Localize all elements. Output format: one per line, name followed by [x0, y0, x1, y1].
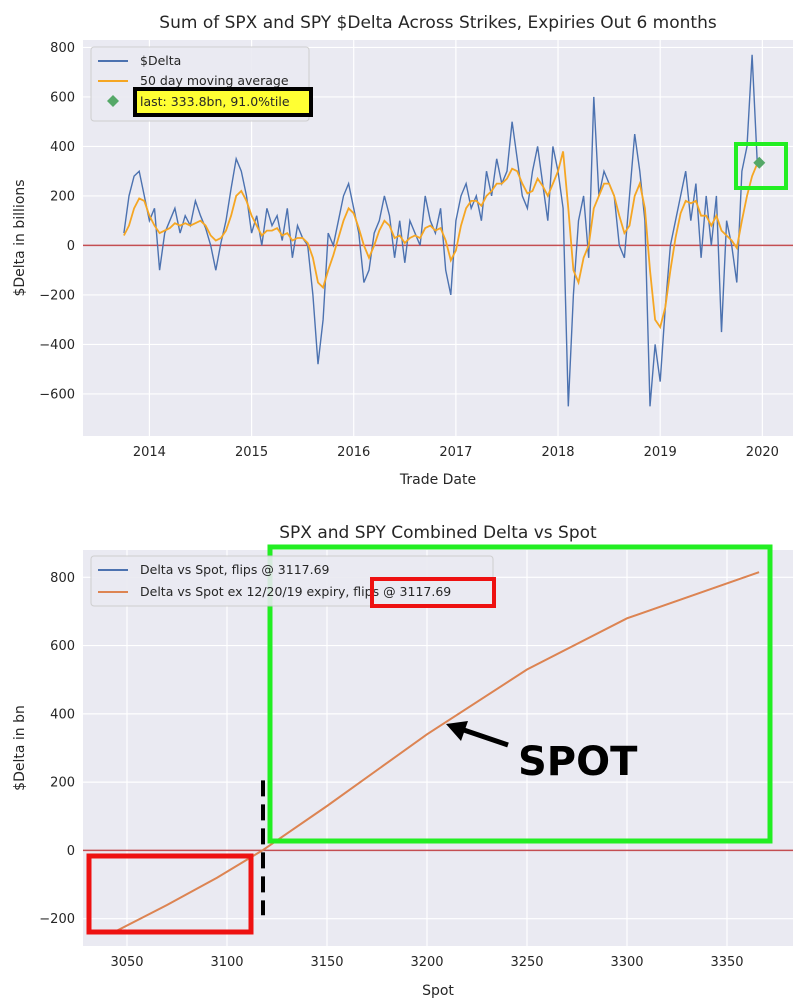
y-tick-label: −200 — [39, 912, 75, 927]
delta-vs-spot-chart: SPX and SPY Combined Delta vs Spot −200 0… — [12, 523, 793, 999]
delta-series-line — [123, 54, 758, 407]
positive-delta-highlight-box — [267, 544, 773, 844]
x-tick-label: 3300 — [610, 955, 643, 970]
legend-last-highlight-box — [133, 87, 313, 117]
y-tick-label: 0 — [67, 844, 75, 859]
x-tick-label: 3350 — [710, 955, 743, 970]
x-tick-label: 2014 — [133, 445, 166, 460]
y-tick-label: 600 — [50, 90, 75, 105]
y-tick-label: 800 — [50, 41, 75, 56]
top-y-axis-label: $Delta in billions — [12, 179, 28, 296]
legend-flip-highlight-box — [370, 577, 496, 608]
legend-label-last: last: 333.8bn, 91.0%tile — [140, 94, 290, 109]
y-tick-label: −400 — [39, 338, 75, 353]
y-tick-label: 600 — [50, 639, 75, 654]
delta-vs-spot-ex-expiry-curve — [116, 571, 760, 932]
x-tick-label: 2017 — [439, 445, 472, 460]
x-tick-label: 3250 — [510, 955, 543, 970]
last-value-marker — [753, 156, 766, 169]
y-tick-label: −600 — [39, 387, 75, 402]
last-value-highlight-box — [734, 142, 788, 190]
x-tick-label: 2020 — [746, 445, 779, 460]
x-tick-label: 3150 — [310, 955, 343, 970]
top-y-tick-labels: −600 −400 −200 0 200 400 600 800 — [39, 41, 75, 402]
top-legend: $Delta 50 day moving average last: 333.8… — [90, 46, 313, 122]
bottom-y-axis-label: $Delta in bn — [12, 705, 28, 791]
bottom-legend: Delta vs Spot, flips @ 3117.69 Delta vs … — [90, 555, 496, 608]
legend-swatch-last-marker — [107, 95, 119, 107]
y-tick-label: 400 — [50, 707, 75, 722]
bottom-y-tick-labels: −200 0 200 400 600 800 — [39, 571, 75, 927]
y-tick-label: 800 — [50, 571, 75, 586]
moving-average-line — [123, 151, 759, 330]
legend-label-delta: $Delta — [140, 53, 181, 68]
delta-history-chart: Sum of SPX and SPY $Delta Across Strikes… — [12, 13, 793, 488]
spot-arrow-shaft — [457, 725, 509, 748]
top-x-axis-label: Trade Date — [399, 472, 476, 488]
top-x-tick-labels: 2014 2015 2016 2017 2018 2019 2020 — [133, 445, 779, 460]
x-tick-label: 3200 — [410, 955, 443, 970]
x-tick-label: 2019 — [644, 445, 677, 460]
bottom-plot-area — [83, 550, 793, 946]
x-tick-label: 3050 — [110, 955, 143, 970]
legend-label-delta-vs-spot-ex-expiry: Delta vs Spot ex 12/20/19 expiry, flips … — [140, 584, 451, 599]
spot-annotation: SPOT — [446, 721, 638, 785]
bottom-chart-title: SPX and SPY Combined Delta vs Spot — [279, 523, 597, 543]
y-tick-label: 400 — [50, 140, 75, 155]
legend-label-delta-vs-spot: Delta vs Spot, flips @ 3117.69 — [140, 562, 330, 577]
spot-arrow-head — [446, 721, 468, 741]
y-tick-label: −200 — [39, 288, 75, 303]
y-tick-label: 0 — [67, 239, 75, 254]
x-tick-label: 2016 — [337, 445, 370, 460]
spot-annotation-label: SPOT — [518, 739, 638, 785]
x-tick-label: 2015 — [235, 445, 268, 460]
bottom-x-tick-labels: 3050 3100 3150 3200 3250 3300 3350 — [110, 955, 743, 970]
x-tick-label: 3100 — [210, 955, 243, 970]
bottom-x-axis-label: Spot — [422, 983, 454, 999]
top-chart-title: Sum of SPX and SPY $Delta Across Strikes… — [159, 13, 717, 33]
legend-label-moving-average: 50 day moving average — [140, 73, 289, 88]
negative-delta-highlight-box — [86, 853, 254, 935]
x-tick-label: 2018 — [541, 445, 574, 460]
y-tick-label: 200 — [50, 189, 75, 204]
y-tick-label: 200 — [50, 776, 75, 791]
